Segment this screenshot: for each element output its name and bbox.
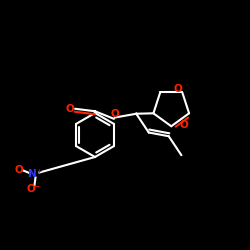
Text: O: O (65, 104, 74, 114)
Text: O⁻: O⁻ (26, 184, 41, 194)
Text: N⁺: N⁺ (28, 169, 42, 179)
Text: O: O (180, 120, 188, 130)
Text: O: O (14, 165, 23, 175)
Text: O: O (174, 84, 182, 94)
Text: O: O (110, 109, 120, 119)
